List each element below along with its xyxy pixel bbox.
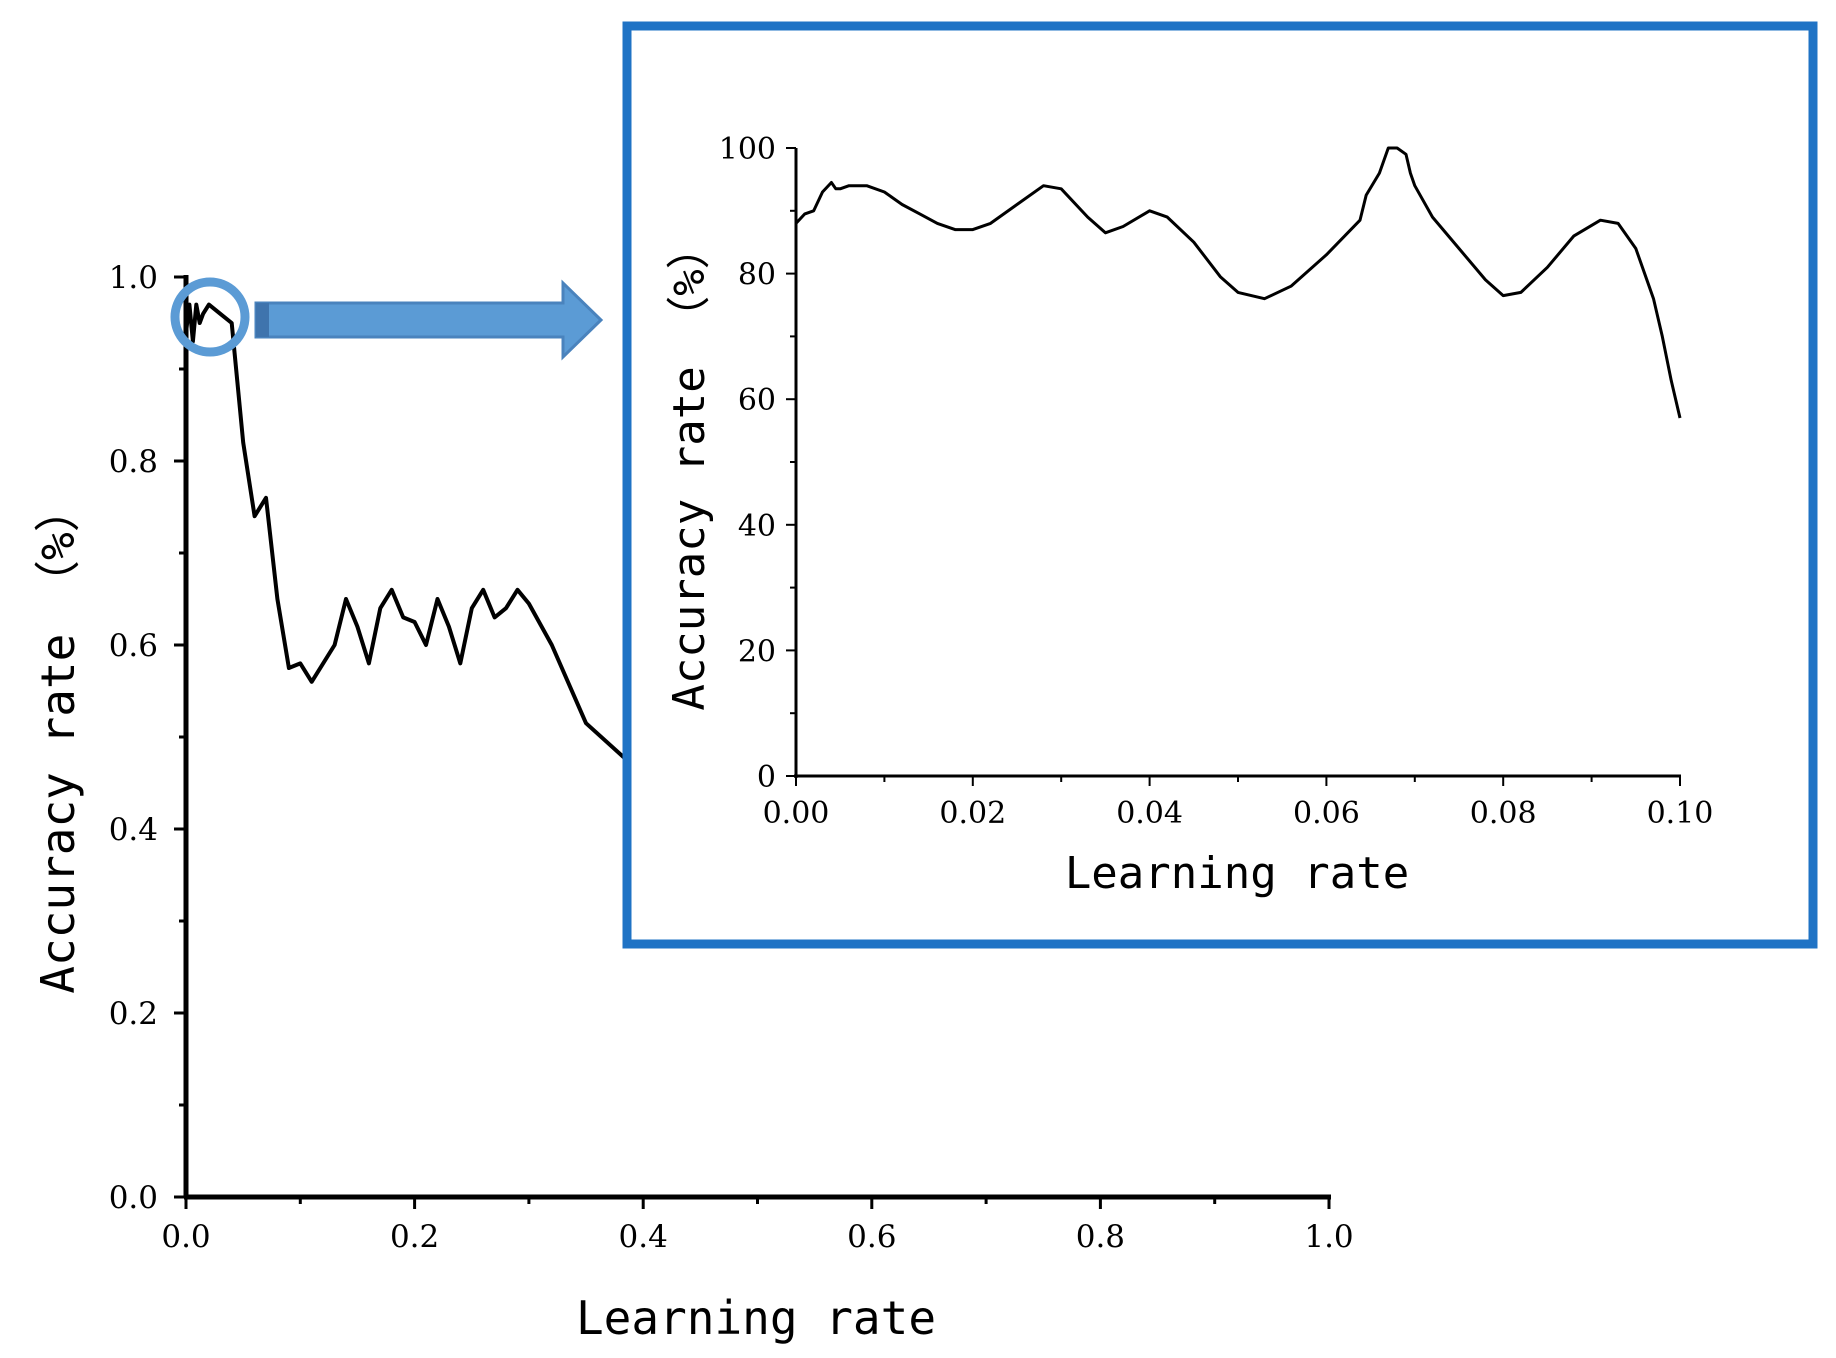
x-tick-label: 0.2 xyxy=(390,1219,439,1255)
inset-frame xyxy=(622,21,1818,949)
main-series-line xyxy=(184,302,634,767)
x-tick-label: 0.06 xyxy=(1293,796,1360,831)
inset-tick-labels: 0.00 0.02 0.04 0.06 0.08 0.10 0 20 40 60 80 100 xyxy=(719,132,1714,831)
main-tick-labels: 0.0 0.2 0.4 0.6 0.8 1.0 0.0 0.2 0.4 0.6 0.8 1.0 xyxy=(109,260,1354,1255)
x-tick-label: 0.8 xyxy=(1076,1219,1125,1255)
x-tick-label: 0.4 xyxy=(619,1219,668,1255)
main-y-axis-title: Accuracy rate （%） xyxy=(31,486,85,993)
x-tick-label: 0.6 xyxy=(847,1219,896,1255)
y-tick-label: 60 xyxy=(738,383,776,418)
y-tick-label: 100 xyxy=(719,132,776,167)
y-tick-label: 40 xyxy=(738,509,776,544)
y-tick-label: 0.0 xyxy=(109,1180,158,1216)
y-tick-label: 80 xyxy=(738,258,776,293)
x-tick-label: 0.02 xyxy=(939,796,1006,831)
x-tick-label: 0.04 xyxy=(1116,796,1183,831)
zoom-highlight-circle xyxy=(170,277,250,357)
y-tick-label: 0.2 xyxy=(109,996,158,1032)
inset-x-axis-title: Learning rate xyxy=(1065,848,1409,899)
y-tick-label: 0.4 xyxy=(109,812,158,848)
x-tick-label: 0.0 xyxy=(161,1219,210,1255)
y-tick-label: 1.0 xyxy=(109,260,158,296)
y-tick-label: 0.6 xyxy=(109,628,158,664)
main-x-axis-title: Learning rate xyxy=(576,1291,936,1345)
x-tick-label: 0.08 xyxy=(1470,796,1537,831)
y-tick-label: 0 xyxy=(757,760,776,795)
y-tick-label: 20 xyxy=(738,634,776,669)
zoom-arrow-tail xyxy=(256,303,269,337)
y-tick-label: 0.8 xyxy=(109,444,158,480)
inset-series-line xyxy=(794,146,1682,419)
x-tick-label: 0.00 xyxy=(763,796,830,831)
x-tick-label: 1.0 xyxy=(1304,1219,1353,1255)
zoom-arrow-icon xyxy=(254,279,604,361)
inset-y-axis-title: Accuracy rate （%） xyxy=(664,225,715,710)
inset-chart: 0.00 0.02 0.04 0.06 0.08 0.10 0 20 40 60 80 100 Lea… xyxy=(622,21,1818,949)
x-tick-label: 0.10 xyxy=(1647,796,1714,831)
main-chart: 0.0 0.2 0.4 0.6 0.8 1.0 0.0 0.2 0.4 0.6 0.8 1.0 Lea… xyxy=(31,260,1354,1345)
